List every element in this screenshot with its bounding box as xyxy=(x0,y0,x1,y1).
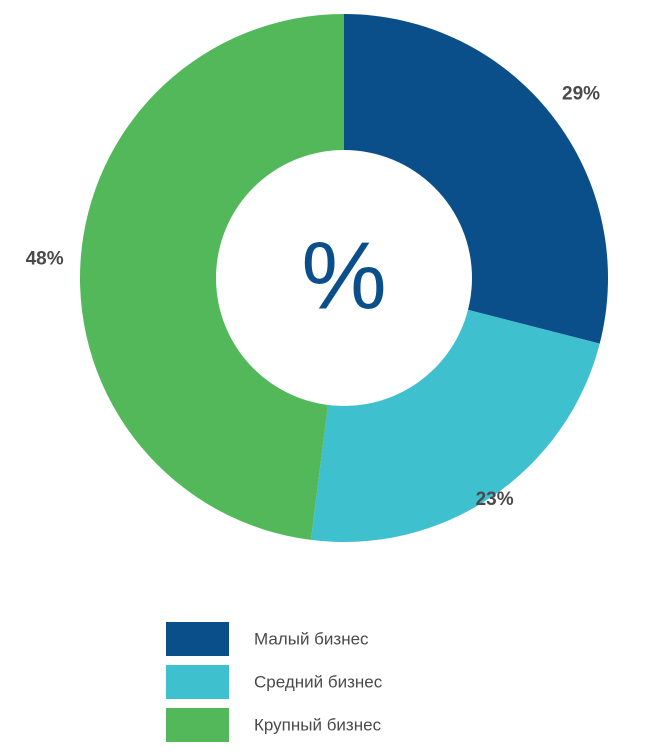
legend-swatch-medium-business xyxy=(166,665,229,699)
slice-large-business xyxy=(79,14,345,540)
chart-value-labels: 29% 23% 48% xyxy=(26,84,601,511)
value-label-large-business: 48% xyxy=(26,249,64,270)
legend-label-small-business: Малый бизнес xyxy=(254,630,369,649)
legend-label-medium-business: Средний бизнес xyxy=(254,673,383,692)
legend-swatch-small-business xyxy=(166,622,229,656)
value-label-small-business: 29% xyxy=(562,84,600,105)
chart-legend: Малый бизнес Средний бизнес Крупный бизнес xyxy=(166,622,383,742)
donut-hole xyxy=(216,150,472,406)
legend-swatch-large-business xyxy=(166,708,229,742)
center-percent-symbol: % xyxy=(301,223,386,330)
value-label-medium-business: 23% xyxy=(476,489,514,510)
legend-label-large-business: Крупный бизнес xyxy=(254,716,382,735)
